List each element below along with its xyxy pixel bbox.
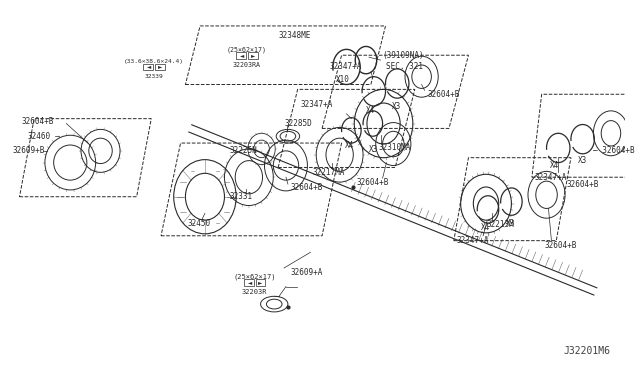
Text: (25×62×17): (25×62×17) bbox=[234, 273, 276, 280]
Text: 32213M: 32213M bbox=[486, 219, 514, 228]
Text: 32203R: 32203R bbox=[242, 289, 268, 295]
Text: 32347+A: 32347+A bbox=[330, 62, 362, 71]
Text: 32460: 32460 bbox=[28, 132, 51, 141]
Bar bbox=[143, 64, 153, 70]
Text: X3: X3 bbox=[369, 145, 378, 154]
Text: 32310MA: 32310MA bbox=[379, 144, 411, 153]
Text: SEC. 321: SEC. 321 bbox=[385, 62, 422, 71]
Text: 32348ME: 32348ME bbox=[278, 31, 310, 40]
Text: 32347+A: 32347+A bbox=[301, 100, 333, 109]
Text: J32201M6: J32201M6 bbox=[563, 346, 610, 356]
Text: 32609+A: 32609+A bbox=[291, 268, 323, 278]
Text: 32285D: 32285D bbox=[285, 119, 313, 128]
Text: 32347+A: 32347+A bbox=[457, 236, 489, 245]
Bar bbox=[256, 279, 266, 286]
Text: 32347+A: 32347+A bbox=[535, 173, 567, 182]
Text: (33.6×38.6×24.4): (33.6×38.6×24.4) bbox=[124, 58, 184, 64]
Bar bbox=[155, 64, 165, 70]
Text: 32604+B: 32604+B bbox=[566, 180, 598, 189]
Text: 32609+B: 32609+B bbox=[13, 146, 45, 155]
Text: 32604+B: 32604+B bbox=[356, 177, 388, 187]
Text: 32225N: 32225N bbox=[229, 146, 257, 155]
Text: — 32604+B: — 32604+B bbox=[593, 146, 635, 155]
Text: 32217MA: 32217MA bbox=[312, 168, 345, 177]
Text: 32203RA: 32203RA bbox=[233, 62, 261, 68]
Text: X4: X4 bbox=[550, 161, 559, 170]
Bar bbox=[236, 52, 246, 59]
Text: 32604+B: 32604+B bbox=[428, 90, 460, 99]
Text: 32604+B: 32604+B bbox=[22, 117, 54, 126]
Text: X4: X4 bbox=[481, 224, 490, 232]
Text: 32339: 32339 bbox=[145, 74, 164, 79]
Bar bbox=[248, 52, 258, 59]
Text: X4: X4 bbox=[344, 141, 354, 150]
Text: 32604+B: 32604+B bbox=[291, 183, 323, 192]
Text: 32604+B: 32604+B bbox=[545, 241, 577, 250]
Text: (39109NA): (39109NA) bbox=[383, 51, 424, 60]
Text: ◄: ◄ bbox=[248, 280, 252, 285]
Bar bbox=[244, 279, 253, 286]
Text: X4: X4 bbox=[366, 106, 375, 115]
Text: ◄: ◄ bbox=[240, 53, 244, 58]
Text: ◄: ◄ bbox=[147, 64, 152, 70]
Text: ►: ► bbox=[251, 53, 255, 58]
Text: 32331: 32331 bbox=[229, 192, 252, 201]
Text: 32450: 32450 bbox=[188, 219, 211, 228]
Text: ►: ► bbox=[259, 280, 262, 285]
Text: X3: X3 bbox=[506, 219, 515, 228]
Text: X10: X10 bbox=[336, 75, 349, 84]
Text: X3: X3 bbox=[578, 156, 587, 165]
Text: ►: ► bbox=[158, 64, 162, 70]
Text: X3: X3 bbox=[392, 102, 401, 112]
Text: (25×62×17): (25×62×17) bbox=[227, 46, 267, 52]
